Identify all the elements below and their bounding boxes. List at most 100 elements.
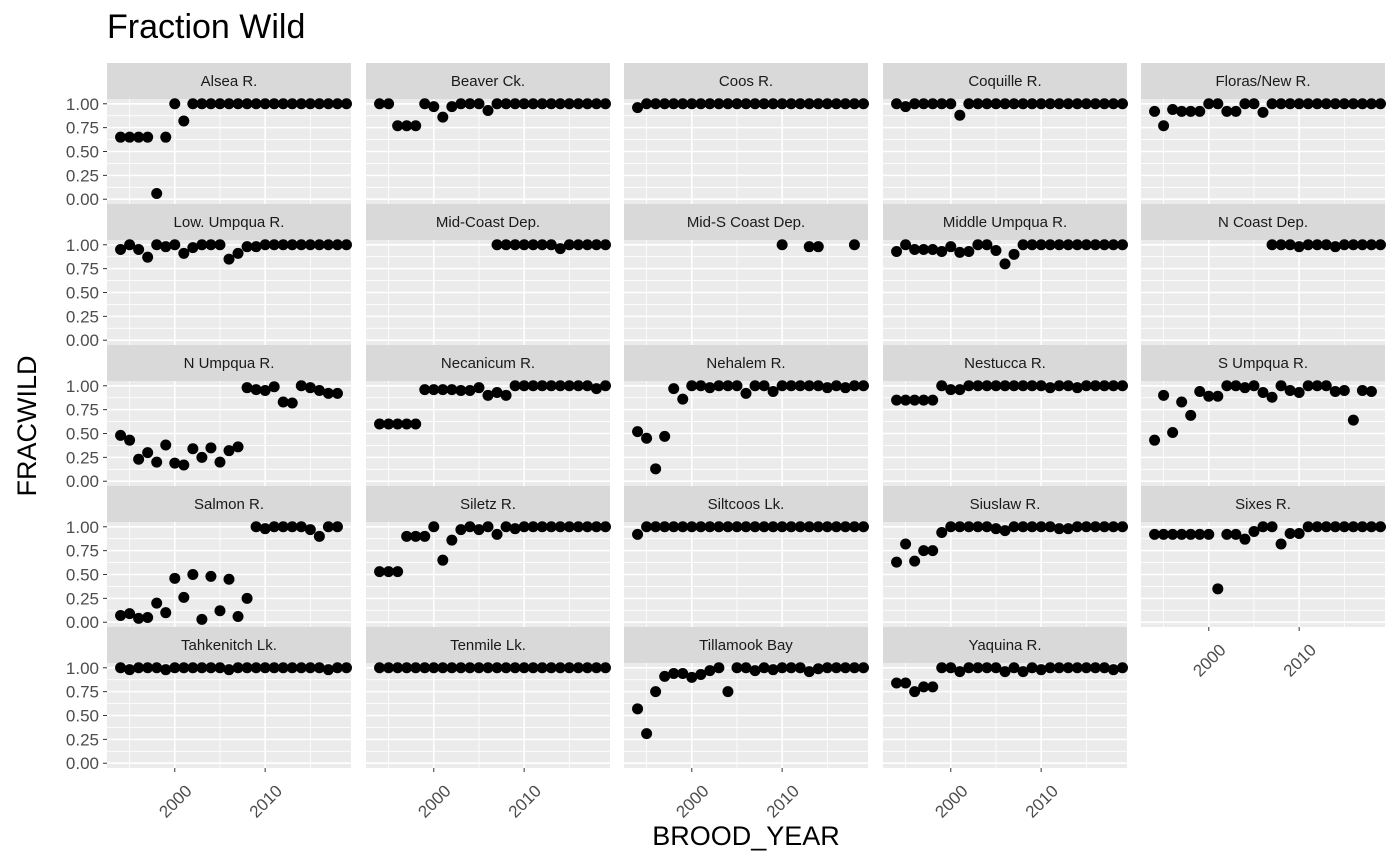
data-point (419, 98, 431, 110)
data-point (401, 418, 413, 430)
data-point (830, 521, 842, 533)
data-point (419, 662, 431, 674)
data-point (419, 530, 431, 542)
data-point (900, 677, 912, 689)
data-point (963, 380, 975, 392)
data-point (331, 521, 343, 533)
data-point (1116, 239, 1128, 251)
data-point (1311, 380, 1323, 392)
data-point (1008, 521, 1020, 533)
x-axis-title: BROOD_YEAR (652, 821, 840, 851)
data-point (563, 239, 575, 251)
data-point (250, 384, 262, 396)
data-point (848, 98, 860, 110)
data-point (178, 459, 190, 471)
data-point (1293, 98, 1305, 110)
data-point (527, 380, 539, 392)
facet-label-low-umpqua-r: Low. Umpqua R. (174, 214, 285, 231)
data-point (945, 241, 957, 253)
y-tick-label: 0.75 (66, 401, 99, 420)
data-point (383, 98, 395, 110)
data-point (641, 728, 653, 740)
data-point (891, 556, 903, 568)
facet-strip-yaquina-r (883, 627, 1127, 663)
data-point (446, 534, 458, 546)
data-point (972, 239, 984, 251)
data-point (313, 662, 325, 674)
data-point (473, 98, 485, 110)
data-point (187, 662, 199, 674)
data-point (133, 244, 145, 256)
data-point (160, 131, 172, 143)
data-point (428, 384, 440, 396)
data-point (776, 521, 788, 533)
data-point (1230, 528, 1242, 540)
data-point (722, 686, 734, 698)
facet-label-floras-new-r: Floras/New R. (1215, 73, 1310, 90)
data-point (1158, 389, 1170, 401)
data-point (839, 382, 851, 394)
data-point (232, 662, 244, 674)
data-point (1167, 104, 1179, 115)
data-point (250, 662, 262, 674)
data-point (650, 521, 662, 533)
data-point (857, 98, 869, 110)
data-point (1293, 527, 1305, 539)
data-point (304, 98, 316, 110)
y-tick-label: 0.00 (66, 472, 99, 491)
data-point (1374, 98, 1386, 110)
data-point (909, 555, 921, 567)
data-point (304, 382, 316, 394)
data-point (554, 98, 566, 110)
data-point (1320, 521, 1332, 533)
data-point (1284, 527, 1296, 539)
data-point (268, 662, 280, 674)
data-point (286, 397, 298, 409)
facet-strip-s-umpqua-r (1141, 345, 1385, 381)
data-point (491, 386, 503, 398)
data-point (839, 662, 851, 674)
data-point (1257, 386, 1269, 398)
data-point (214, 98, 226, 110)
facet-label-mid-s-coast-dep: Mid-S Coast Dep. (687, 214, 805, 231)
data-point (392, 566, 404, 578)
data-point (776, 239, 788, 251)
data-point (803, 98, 815, 110)
data-point (677, 668, 689, 679)
data-point (340, 239, 352, 251)
data-point (464, 662, 476, 674)
data-point (223, 573, 235, 585)
y-tick-label: 1.00 (66, 518, 99, 537)
data-point (1221, 528, 1233, 540)
data-point (1080, 380, 1092, 392)
data-point (740, 521, 752, 533)
data-point (659, 430, 671, 442)
data-point (785, 662, 797, 674)
data-point (115, 610, 127, 622)
data-point (473, 382, 485, 394)
data-point (1275, 380, 1287, 392)
data-point (1266, 521, 1278, 533)
data-point (918, 394, 930, 406)
data-point (295, 239, 307, 251)
data-point (509, 239, 521, 251)
data-point (990, 245, 1002, 256)
data-point (1149, 528, 1161, 540)
data-point (776, 98, 788, 110)
data-point (178, 247, 190, 259)
data-point (590, 98, 602, 110)
data-point (713, 521, 725, 533)
data-point (563, 98, 575, 110)
data-point (1194, 386, 1206, 397)
chart-title: Fraction Wild (107, 8, 306, 46)
data-point (927, 545, 939, 557)
data-point (340, 662, 352, 674)
data-point (803, 241, 815, 253)
data-point (410, 662, 422, 674)
data-point (151, 239, 163, 251)
facet-strip-low-umpqua-r (107, 204, 351, 240)
data-point (1311, 521, 1323, 533)
data-point (500, 521, 512, 533)
x-tick-label: 2010 (505, 781, 545, 821)
y-tick-label: 0.75 (66, 683, 99, 702)
